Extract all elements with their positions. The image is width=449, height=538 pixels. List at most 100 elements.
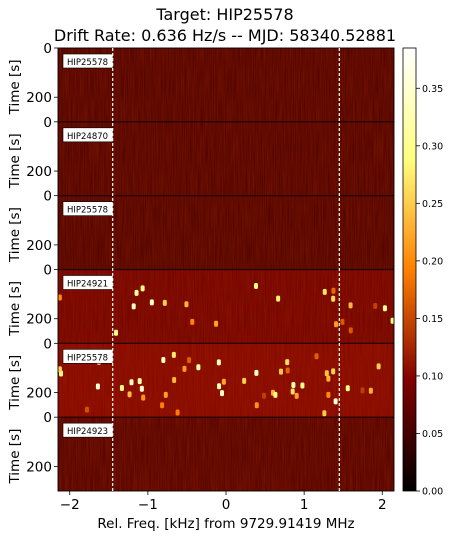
bright-spot	[162, 299, 167, 306]
panel-target-label: HIP25578	[62, 349, 114, 364]
y-axis-label: Time [s]	[7, 59, 23, 115]
panel-noise	[58, 121, 394, 196]
panel-2: HIP24870	[58, 121, 394, 196]
bright-spot	[324, 370, 329, 377]
bright-spot	[141, 394, 146, 401]
panel-target-box	[62, 275, 114, 290]
bright-spot	[84, 406, 89, 413]
panel-target-text: HIP25578	[67, 353, 108, 363]
bright-spot	[187, 357, 192, 364]
y-tick-label: 200	[26, 90, 52, 106]
bright-spot	[134, 289, 139, 296]
bright-spot	[149, 299, 154, 306]
bright-spot	[322, 410, 327, 417]
bright-spot	[114, 329, 119, 336]
bright-spot	[368, 387, 373, 394]
panel-target-text: HIP25578	[67, 206, 108, 216]
y-tick-label: 0	[43, 410, 52, 426]
bright-spot	[285, 367, 290, 374]
panel-3: HIP25578	[58, 195, 394, 270]
chart-title-line2: Drift Rate: 0.636 Hz/s -- MJD: 58340.528…	[54, 26, 396, 45]
bright-spot	[131, 303, 136, 310]
bright-spot	[190, 318, 195, 325]
x-axis-label: Rel. Freq. [kHz] from 9729.91419 MHz	[97, 516, 354, 532]
bright-spot	[216, 359, 221, 366]
y-axis-label: Time [s]	[7, 207, 23, 263]
colorbar-tick-label: 0.25	[422, 199, 443, 210]
panel-noise	[58, 269, 394, 344]
y-axis-label: Time [s]	[7, 281, 23, 337]
bright-spot	[322, 288, 327, 295]
bright-spot	[273, 391, 278, 398]
colorbar-tick-label: 0.15	[422, 314, 443, 325]
bright-spot	[373, 303, 378, 310]
panel-6: HIP24923	[58, 416, 394, 491]
y-tick-label: 200	[26, 164, 52, 180]
bright-spot	[300, 382, 305, 389]
chart-title-line1: Target: HIP25578	[155, 5, 293, 24]
y-tick-label: 200	[26, 238, 52, 254]
bright-spot	[119, 385, 124, 392]
bright-spot	[334, 321, 339, 328]
bright-spot	[262, 392, 267, 399]
panel-target-label: HIP25578	[62, 53, 114, 69]
y-axis-label: Time [s]	[7, 429, 23, 485]
bright-spot	[95, 383, 100, 390]
y-tick-label: 0	[43, 41, 52, 57]
x-tick-label: 1	[300, 497, 309, 513]
bright-spot	[348, 327, 353, 334]
bright-spot	[137, 378, 142, 385]
bright-spot	[129, 379, 134, 386]
panel-target-text: HIP24870	[67, 132, 108, 142]
bright-spot	[331, 287, 336, 294]
bright-spot	[382, 305, 387, 312]
bright-spot	[276, 295, 281, 302]
bright-spot	[220, 390, 225, 397]
bright-spot	[163, 391, 168, 398]
bright-spot	[172, 377, 177, 384]
bright-spot	[254, 369, 259, 376]
y-tick-label: 200	[26, 312, 52, 328]
colorbar-tick-label: 0.30	[422, 141, 443, 152]
y-tick-label: 0	[43, 115, 52, 131]
colorbar-tick-label: 0.20	[422, 256, 443, 267]
bright-spot	[57, 294, 62, 301]
y-tick-label: 0	[43, 263, 52, 279]
colorbar-tick-label: 0.10	[422, 371, 443, 382]
bright-spot	[331, 368, 336, 375]
panel-1: HIP25578	[58, 48, 394, 122]
bright-spot	[140, 285, 145, 292]
x-tick-label: 2	[378, 497, 387, 513]
bright-spot	[253, 283, 258, 290]
bright-spot	[291, 382, 296, 389]
marker-lines	[112, 48, 340, 491]
bright-spot	[161, 357, 166, 364]
panel-target-label: HIP24870	[62, 127, 114, 143]
bright-spot	[196, 364, 201, 371]
bright-spot	[221, 378, 226, 385]
panel-noise	[58, 48, 394, 122]
x-tick-label: −2	[60, 497, 80, 513]
bright-spot	[294, 392, 299, 399]
bright-spot	[326, 391, 331, 398]
panel-noise	[58, 343, 394, 418]
x-tick-label: 0	[222, 497, 231, 513]
bright-spot	[217, 383, 222, 390]
panel-target-label: HIP24921	[62, 275, 114, 290]
bright-spot	[360, 387, 365, 394]
y-tick-label: 200	[26, 459, 52, 475]
colorbar-tick-label: 0.35	[422, 84, 443, 95]
bright-spot	[175, 409, 180, 416]
panel-noise	[58, 195, 394, 270]
bright-spot	[345, 385, 350, 392]
panel-target-label: HIP25578	[62, 201, 114, 216]
bright-spot	[254, 402, 259, 409]
panel-target-text: HIP24921	[67, 280, 108, 290]
y-tick-label: 0	[43, 189, 52, 205]
bright-spot	[314, 353, 319, 360]
panel-4: HIP24921	[57, 268, 395, 344]
bright-spot	[171, 351, 176, 358]
y-tick-label: 0	[43, 336, 52, 352]
y-axis-label: Time [s]	[7, 133, 23, 189]
